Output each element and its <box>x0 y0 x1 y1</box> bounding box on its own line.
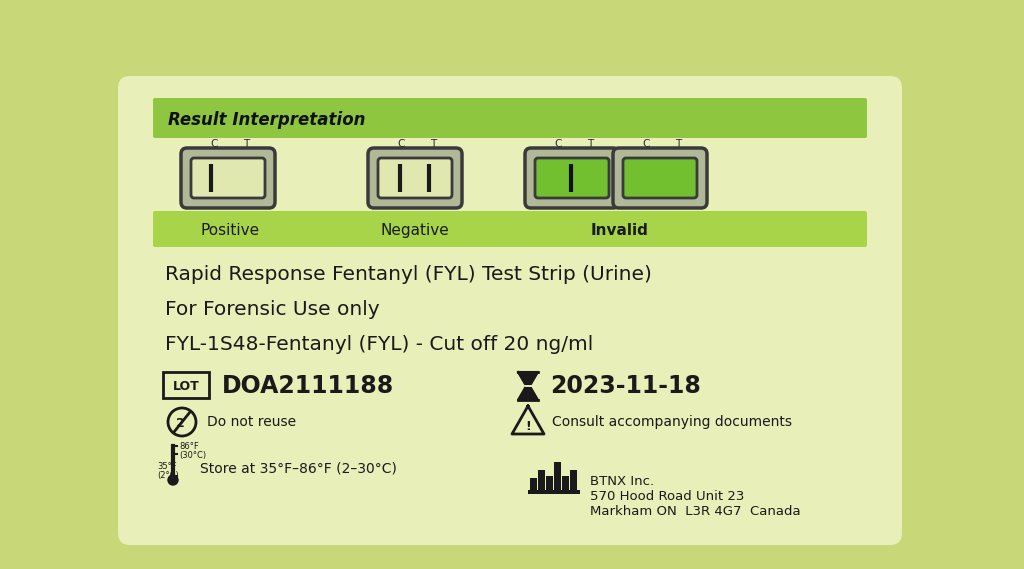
Bar <box>538 470 545 490</box>
FancyBboxPatch shape <box>191 158 265 198</box>
FancyBboxPatch shape <box>535 158 609 198</box>
Text: C: C <box>397 139 404 149</box>
Text: Consult accompanying documents: Consult accompanying documents <box>552 415 792 429</box>
FancyBboxPatch shape <box>153 98 867 138</box>
Text: T: T <box>243 139 249 149</box>
Bar <box>546 476 553 490</box>
Text: 35°F: 35°F <box>157 461 176 471</box>
FancyBboxPatch shape <box>623 158 697 198</box>
Text: T: T <box>430 139 436 149</box>
Text: LOT: LOT <box>173 380 200 393</box>
FancyBboxPatch shape <box>525 148 618 208</box>
Bar <box>570 470 577 490</box>
Text: 570 Hood Road Unit 23: 570 Hood Road Unit 23 <box>590 490 744 503</box>
Text: Do not reuse: Do not reuse <box>207 415 296 429</box>
Text: C: C <box>554 139 562 149</box>
Text: 2023-11-18: 2023-11-18 <box>550 374 700 398</box>
Bar <box>163 372 209 398</box>
Text: FYL-1S48-Fentanyl (FYL) - Cut off 20 ng/ml: FYL-1S48-Fentanyl (FYL) - Cut off 20 ng/… <box>165 335 593 354</box>
Circle shape <box>168 475 178 485</box>
Text: C: C <box>210 139 218 149</box>
Text: Store at 35°F–86°F (2–30°C): Store at 35°F–86°F (2–30°C) <box>200 461 397 475</box>
FancyBboxPatch shape <box>181 148 275 208</box>
Bar <box>528 490 580 494</box>
Polygon shape <box>518 372 538 384</box>
FancyBboxPatch shape <box>118 76 902 545</box>
FancyBboxPatch shape <box>378 158 452 198</box>
Bar <box>562 476 569 490</box>
Bar <box>554 462 561 490</box>
Text: T: T <box>587 139 593 149</box>
Text: Rapid Response Fentanyl (FYL) Test Strip (Urine): Rapid Response Fentanyl (FYL) Test Strip… <box>165 265 652 284</box>
Text: !: ! <box>525 419 530 432</box>
Text: DOA2111188: DOA2111188 <box>222 374 394 398</box>
Text: (30°C): (30°C) <box>179 451 206 460</box>
Text: Positive: Positive <box>201 222 259 237</box>
Text: (2°C): (2°C) <box>157 471 179 480</box>
Text: Negative: Negative <box>381 222 450 237</box>
FancyBboxPatch shape <box>613 148 707 208</box>
Text: Markham ON  L3R 4G7  Canada: Markham ON L3R 4G7 Canada <box>590 505 801 518</box>
Bar <box>530 478 537 490</box>
FancyBboxPatch shape <box>368 148 462 208</box>
Text: Result Interpretation: Result Interpretation <box>168 111 366 129</box>
Text: C: C <box>642 139 649 149</box>
Polygon shape <box>518 388 538 400</box>
Text: BTNX Inc.: BTNX Inc. <box>590 475 654 488</box>
Text: T: T <box>675 139 681 149</box>
Text: For Forensic Use only: For Forensic Use only <box>165 300 380 319</box>
Text: 2: 2 <box>176 417 184 430</box>
Text: Invalid: Invalid <box>591 222 649 237</box>
Text: 86°F: 86°F <box>179 442 199 451</box>
FancyBboxPatch shape <box>153 211 867 247</box>
